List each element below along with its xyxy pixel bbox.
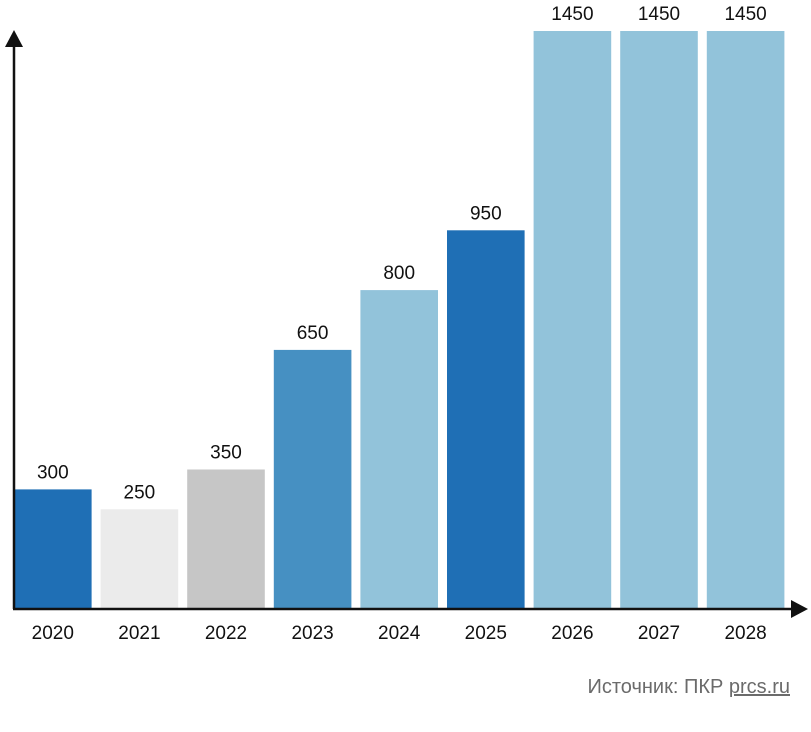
bar-2028 bbox=[706, 31, 785, 609]
data-label-2027: 1450 bbox=[638, 4, 680, 25]
bar-2025 bbox=[447, 230, 525, 610]
x-tick-label-2022: 2022 bbox=[205, 623, 247, 644]
x-tick-label-2027: 2027 bbox=[638, 623, 680, 644]
bar-2027 bbox=[620, 31, 698, 609]
data-label-2024: 800 bbox=[383, 263, 415, 284]
x-tick-label-2020: 2020 bbox=[32, 623, 74, 644]
data-label-2020: 300 bbox=[37, 462, 69, 483]
data-label-2021: 250 bbox=[124, 482, 156, 503]
source-link[interactable]: prcs.ru bbox=[728, 676, 790, 698]
x-tick-label-2021: 2021 bbox=[118, 623, 160, 644]
x-tick-label-2026: 2026 bbox=[551, 623, 593, 644]
x-tick-label-2025: 2025 bbox=[465, 623, 507, 644]
data-label-2022: 350 bbox=[210, 443, 242, 464]
x-tick-label-2024: 2024 bbox=[378, 623, 421, 644]
y-axis-arrow bbox=[5, 30, 23, 47]
bar-2026 bbox=[533, 31, 612, 609]
bar-2021 bbox=[100, 509, 179, 609]
bars-group bbox=[14, 31, 785, 610]
bar-2023 bbox=[273, 349, 352, 609]
data-labels-group: 300 250 350 650 800 950 1450 1450 1450 bbox=[37, 4, 767, 503]
x-tick-label-2028: 2028 bbox=[724, 623, 766, 644]
bar-2022 bbox=[187, 469, 265, 609]
data-label-2028: 1450 bbox=[724, 4, 766, 25]
bar-2020 bbox=[14, 489, 92, 609]
bar-2024 bbox=[360, 290, 438, 609]
data-label-2023: 650 bbox=[297, 323, 329, 344]
source-prefix: Источник: ПКР bbox=[587, 676, 724, 698]
data-label-2025: 950 bbox=[470, 203, 502, 224]
x-axis-arrow bbox=[791, 600, 808, 618]
x-tick-label-2023: 2023 bbox=[291, 623, 333, 644]
data-label-2026: 1450 bbox=[551, 4, 593, 25]
source-note: Источник: ПКР prcs.ru bbox=[587, 676, 790, 699]
x-tick-labels-group: 2020 2021 2022 2023 2024 2025 2026 2027 2028 bbox=[32, 623, 767, 644]
